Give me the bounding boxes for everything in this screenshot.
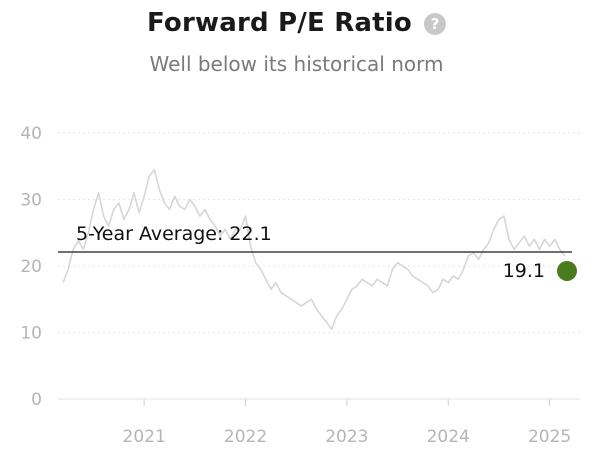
x-tick-label: 2021 (123, 427, 166, 447)
y-tick-label: 30 (20, 191, 42, 211)
chart-header: Forward P/E Ratio ? Well below its histo… (0, 8, 593, 76)
x-tick-label: 2024 (427, 427, 470, 447)
y-tick-label: 40 (20, 124, 42, 144)
question-circle-icon[interactable]: ? (423, 13, 446, 35)
chart-subtitle: Well below its historical norm (149, 52, 444, 76)
x-tick-label: 2023 (325, 427, 368, 447)
y-tick-label: 0 (31, 390, 42, 410)
y-tick-label: 20 (20, 257, 42, 277)
x-tick-label: 2025 (528, 427, 571, 447)
current-value-dot (557, 260, 577, 281)
y-tick-label: 10 (20, 324, 42, 344)
current-value-label: 19.1 (503, 260, 545, 282)
average-label: 5-Year Average: 22.1 (76, 223, 272, 245)
x-tick-label: 2022 (224, 427, 267, 447)
pe-ratio-series-line (62, 168, 566, 330)
chart-title: Forward P/E Ratio (147, 8, 412, 38)
title-row: Forward P/E Ratio ? (147, 8, 446, 38)
